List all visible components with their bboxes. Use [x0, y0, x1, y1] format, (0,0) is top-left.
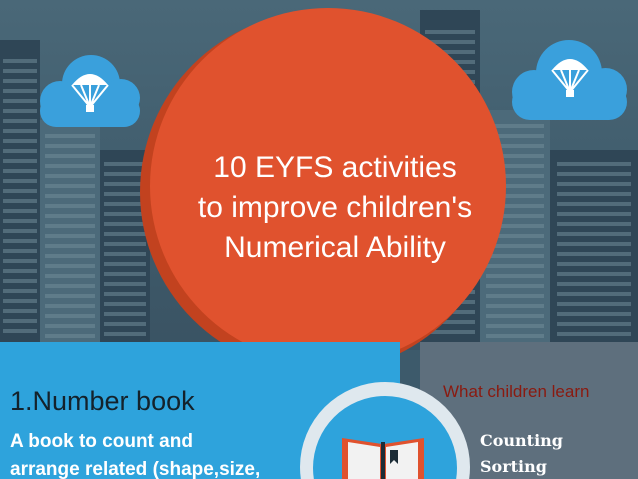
cloud-left	[40, 55, 140, 130]
learn-item: Sorting	[480, 457, 547, 476]
activity-heading: 1.Number book	[10, 386, 195, 416]
activity-description: A book to count and arrange related (sha…	[10, 428, 300, 479]
parachute-icon	[550, 59, 589, 97]
learn-title: What children learn	[443, 382, 590, 401]
building	[100, 150, 150, 350]
building	[550, 150, 638, 350]
title-line: 10 EYFS activities	[213, 151, 457, 184]
description-line: arrange related (shape,size,	[10, 459, 261, 479]
building	[0, 40, 40, 350]
title-circle	[150, 8, 506, 364]
parachute-icon	[71, 74, 109, 112]
learn-list: Counting Sorting	[480, 430, 563, 479]
learn-item: Counting	[480, 431, 563, 450]
page-title: 10 EYFS activities to improve children's…	[150, 148, 520, 268]
title-line: Numerical Ability	[224, 231, 446, 264]
book-icon	[342, 438, 424, 479]
cloud-right	[512, 40, 627, 122]
title-line: to improve children's	[197, 191, 473, 224]
description-line: A book to count and	[10, 431, 193, 452]
building	[40, 120, 100, 350]
